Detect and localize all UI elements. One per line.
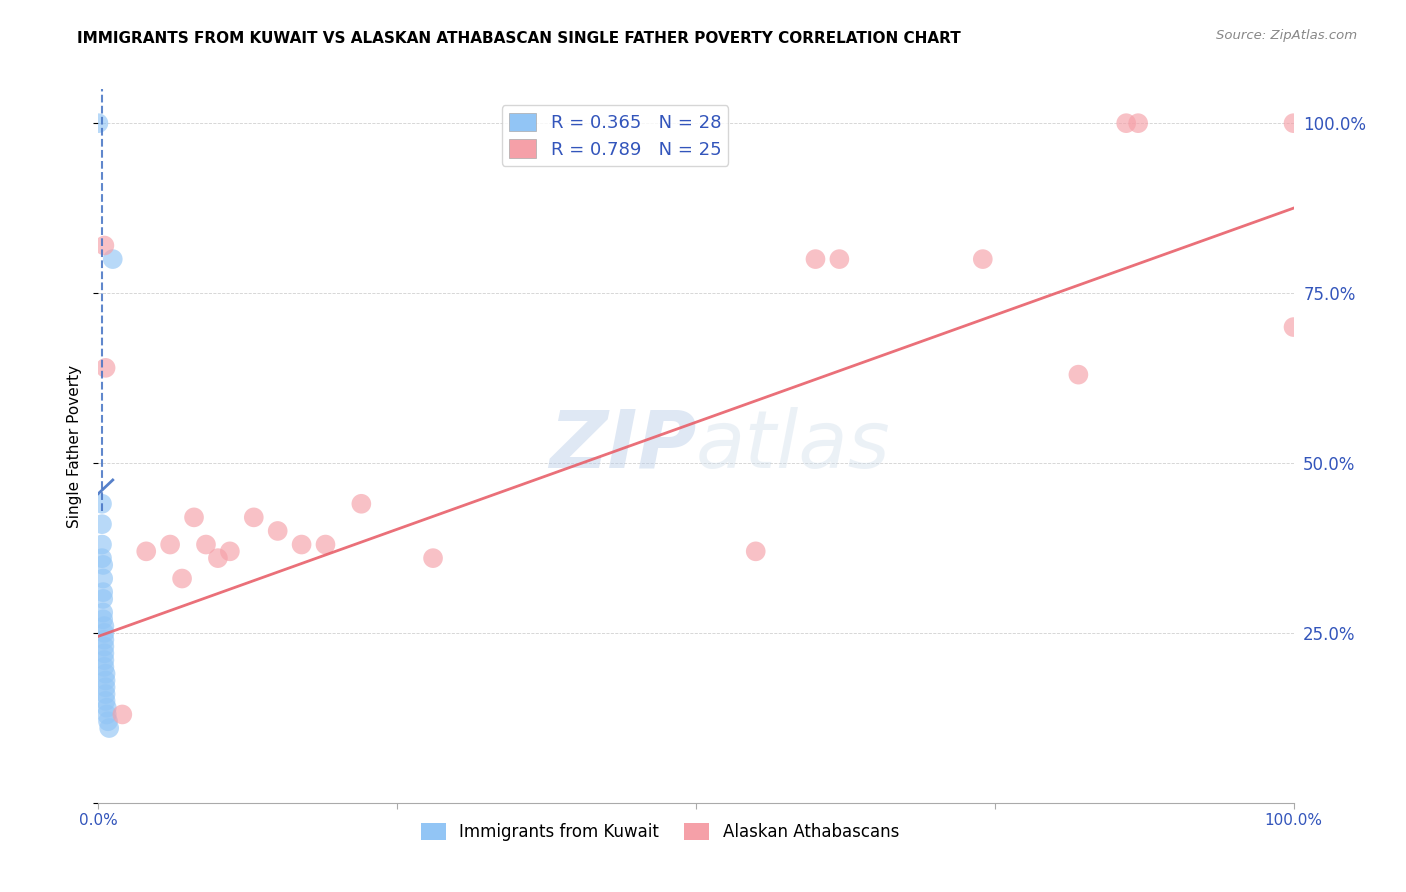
Point — [93, 626, 115, 640]
Point — [96, 707, 118, 722]
Point — [1128, 116, 1150, 130]
Point — [91, 572, 114, 586]
Point — [159, 537, 181, 551]
Point — [350, 497, 373, 511]
Point — [96, 700, 118, 714]
Point — [87, 116, 110, 130]
Point — [1282, 320, 1305, 334]
Point — [93, 646, 115, 660]
Point — [94, 666, 117, 681]
Point — [94, 694, 117, 708]
Point — [1282, 116, 1305, 130]
Point — [94, 680, 117, 694]
Point — [745, 544, 768, 558]
Point — [1067, 368, 1090, 382]
Point — [94, 673, 117, 688]
Point — [183, 510, 205, 524]
Point — [135, 544, 157, 558]
Point — [828, 252, 851, 266]
Point — [93, 640, 115, 654]
Point — [91, 537, 114, 551]
Point — [93, 632, 115, 647]
Point — [93, 660, 115, 674]
Point — [98, 721, 121, 735]
Point — [804, 252, 827, 266]
Point — [219, 544, 242, 558]
Point — [207, 551, 229, 566]
Point — [91, 551, 114, 566]
Point — [93, 653, 115, 667]
Text: atlas: atlas — [696, 407, 891, 485]
Point — [195, 537, 218, 551]
Point — [291, 537, 314, 551]
Point — [93, 238, 115, 252]
Point — [267, 524, 290, 538]
Text: Source: ZipAtlas.com: Source: ZipAtlas.com — [1216, 29, 1357, 42]
Point — [972, 252, 994, 266]
Point — [91, 612, 114, 626]
Point — [91, 558, 114, 572]
Point — [315, 537, 337, 551]
Point — [97, 714, 120, 729]
Point — [93, 619, 115, 633]
Point — [1115, 116, 1137, 130]
Y-axis label: Single Father Poverty: Single Father Poverty — [67, 365, 83, 527]
Point — [91, 585, 114, 599]
Point — [172, 572, 194, 586]
Point — [111, 707, 134, 722]
Point — [94, 687, 117, 701]
Point — [91, 517, 114, 532]
Point — [91, 591, 114, 606]
Point — [91, 497, 114, 511]
Point — [94, 360, 117, 375]
Text: IMMIGRANTS FROM KUWAIT VS ALASKAN ATHABASCAN SINGLE FATHER POVERTY CORRELATION C: IMMIGRANTS FROM KUWAIT VS ALASKAN ATHABA… — [77, 31, 962, 46]
Point — [422, 551, 444, 566]
Legend: Immigrants from Kuwait, Alaskan Athabascans: Immigrants from Kuwait, Alaskan Athabasc… — [415, 816, 905, 848]
Point — [243, 510, 266, 524]
Point — [91, 606, 114, 620]
Text: ZIP: ZIP — [548, 407, 696, 485]
Point — [101, 252, 124, 266]
